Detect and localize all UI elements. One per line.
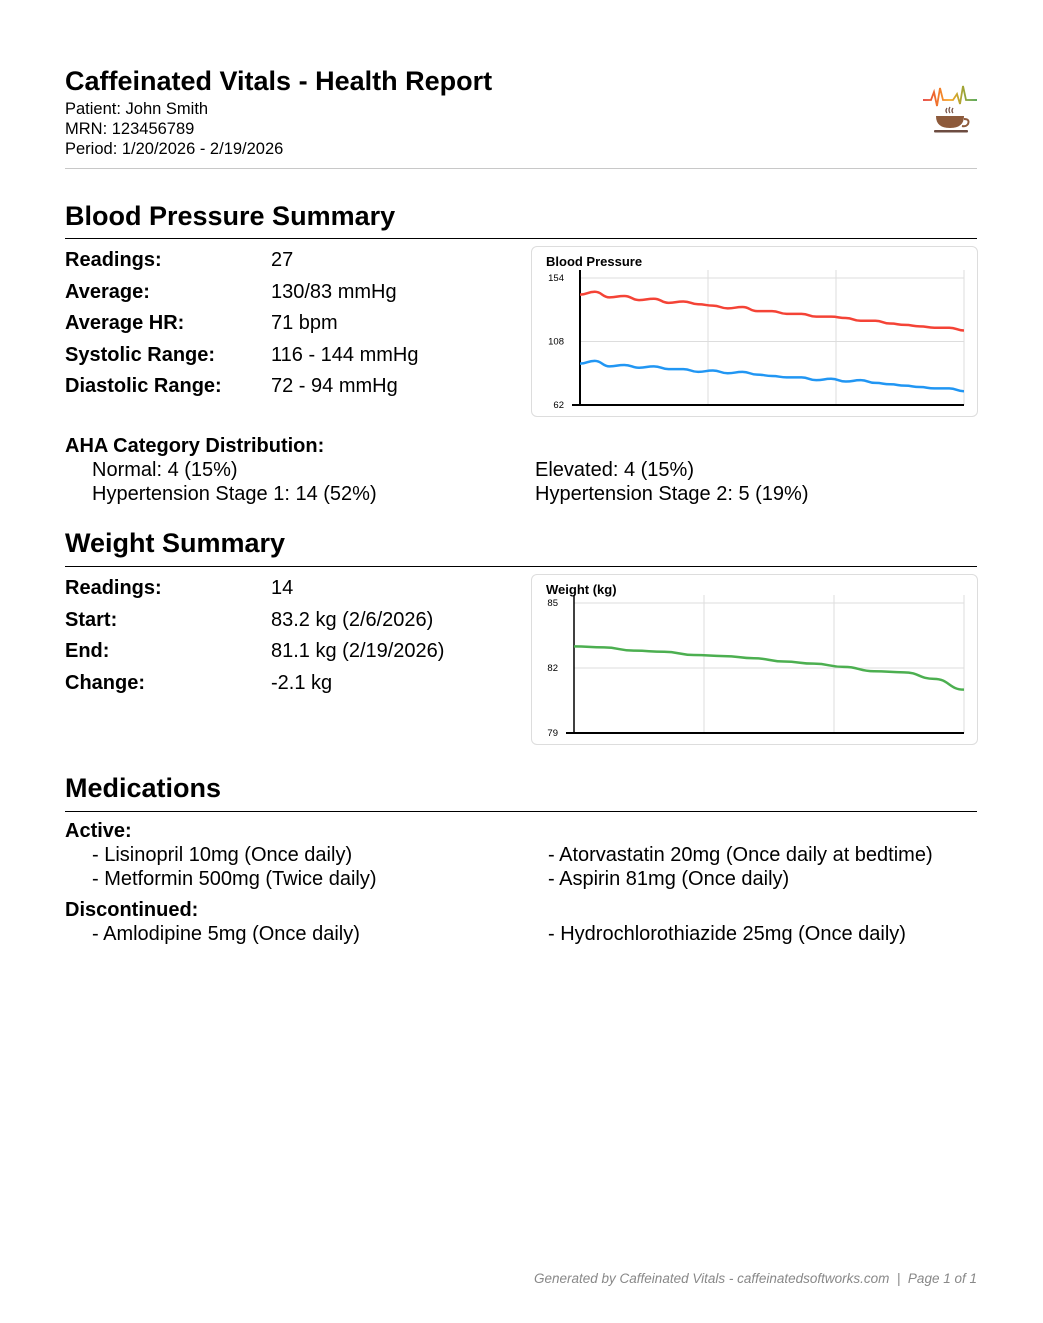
y-tick-label: 82: [547, 663, 558, 674]
bp-diastolic-range: Diastolic Range: 72 - 94 mmHg: [65, 375, 398, 397]
chart-title: Blood Pressure: [546, 254, 642, 269]
patient-info: Patient: John Smith MRN: 123456789 Perio…: [65, 99, 283, 159]
weight-change: Change: -2.1 kg: [65, 671, 333, 694]
series-line-1: [579, 359, 965, 393]
aha-stage2: Hypertension Stage 2: 5 (19%): [535, 483, 809, 505]
patient-mrn: MRN: 123456789: [65, 120, 195, 138]
y-tick-label: 62: [553, 400, 564, 411]
patient-name: Patient: John Smith: [65, 100, 209, 118]
weight-start: Start: 83.2 kg (2/6/2026): [65, 608, 434, 631]
bp-chart: Blood Pressure 154 108 62: [531, 246, 978, 417]
bp-average-hr: Average HR: 71 bpm: [65, 312, 338, 334]
y-tick-label: 79: [547, 728, 558, 739]
weight-chart: Weight (kg) 85 82 79: [531, 574, 978, 745]
active-label: Active:: [65, 820, 132, 842]
weight-stats: Readings: 14 Start: 83.2 kg (2/6/2026) End…: [65, 573, 444, 699]
heartbeat-coffee-cup-icon: [923, 85, 977, 133]
aha-normal: Normal: 4 (15%): [92, 459, 238, 481]
report-title: Caffeinated Vitals - Health Report: [65, 66, 493, 96]
aha-stage1: Hypertension Stage 1: 14 (52%): [92, 483, 377, 505]
med-active-item: - Aspirin 81mg (Once daily): [548, 868, 790, 890]
weight-end: End: 81.1 kg (2/19/2026): [65, 640, 445, 662]
bp-heading: Blood Pressure Summary: [65, 201, 396, 231]
weight-divider: [65, 566, 977, 567]
chart-title: Weight (kg): [546, 582, 617, 597]
med-discontinued-item: - Hydrochlorothiazide 25mg (Once daily): [548, 923, 906, 945]
footer: Generated by Caffeinated Vitals - caffei…: [533, 1271, 977, 1286]
weight-readings: Readings: 14: [65, 577, 294, 599]
series-line-0: [573, 645, 965, 691]
y-tick-label: 85: [547, 598, 558, 609]
report-period: Period: 1/20/2026 - 2/19/2026: [65, 140, 284, 158]
aha-elevated: Elevated: 4 (15%): [535, 459, 694, 481]
med-active-item: - Atorvastatin 20mg (Once daily at bedti…: [548, 844, 933, 866]
bp-readings: Readings: 27: [65, 249, 294, 271]
bp-average: Average: 130/83 mmHg: [65, 280, 397, 303]
bp-systolic-range: Systolic Range: 116 - 144 mmHg: [65, 343, 419, 366]
y-tick-label: 108: [548, 337, 564, 348]
bp-stats: Readings: 27 Average: 130/83 mmHg Average …: [65, 245, 418, 403]
bp-divider: [65, 238, 977, 239]
aha-heading: AHA Category Distribution:: [65, 435, 325, 457]
y-tick-label: 154: [548, 273, 564, 284]
discontinued-label: Discontinued:: [65, 899, 199, 921]
header-divider: [65, 168, 977, 169]
series-line-0: [579, 290, 965, 332]
medications-heading: Medications: [65, 773, 222, 803]
med-discontinued-item: - Amlodipine 5mg (Once daily): [92, 923, 360, 945]
medications-divider: [65, 811, 977, 812]
med-active-item: - Lisinopril 10mg (Once daily): [92, 844, 353, 866]
weight-heading: Weight Summary: [65, 528, 286, 558]
med-active-item: - Metformin 500mg (Twice daily): [92, 868, 377, 890]
